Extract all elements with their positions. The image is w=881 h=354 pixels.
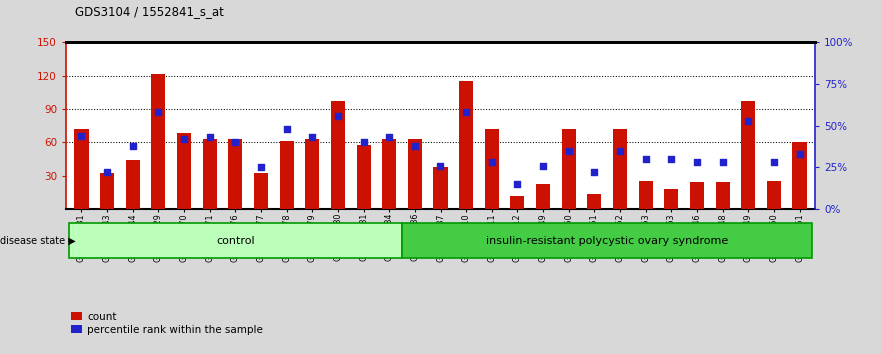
Point [793, 151, 807, 157]
Bar [305, 139, 319, 209]
Bar [562, 129, 576, 209]
Point [639, 156, 653, 162]
Point [510, 181, 524, 187]
Bar [69, 223, 402, 258]
Bar [228, 139, 242, 209]
Point [613, 148, 627, 154]
Point [485, 159, 499, 165]
Text: GDS3104 / 1552841_s_at: GDS3104 / 1552841_s_at [75, 5, 224, 18]
Point [126, 143, 140, 148]
Bar [639, 181, 653, 209]
Bar [152, 74, 166, 209]
Point [562, 148, 576, 154]
Point [433, 163, 448, 169]
Bar [459, 81, 473, 209]
Bar [408, 139, 422, 209]
Bar [715, 182, 729, 209]
Point [459, 109, 473, 115]
Point [74, 133, 88, 138]
Point [305, 135, 319, 140]
Point [715, 159, 729, 165]
Bar [690, 182, 704, 209]
Legend: count, percentile rank within the sample: count, percentile rank within the sample [71, 312, 263, 335]
Point [177, 136, 191, 142]
Bar [331, 101, 345, 209]
Bar [766, 181, 781, 209]
Point [203, 135, 217, 140]
Bar [664, 189, 678, 209]
Bar [510, 195, 524, 209]
Bar [793, 142, 807, 209]
Bar [203, 139, 217, 209]
Point [228, 139, 242, 145]
Point [588, 170, 602, 175]
Text: insulin-resistant polycystic ovary syndrome: insulin-resistant polycystic ovary syndr… [486, 236, 729, 246]
Bar [279, 141, 293, 209]
Point [664, 156, 678, 162]
Point [382, 135, 396, 140]
Bar [100, 173, 115, 209]
Bar [177, 133, 191, 209]
Bar [402, 223, 812, 258]
Bar [613, 129, 627, 209]
Bar [433, 167, 448, 209]
Bar [536, 184, 550, 209]
Point [536, 163, 550, 169]
Point [254, 164, 268, 170]
Bar [126, 160, 140, 209]
Text: control: control [216, 236, 255, 246]
Text: disease state ▶: disease state ▶ [0, 236, 76, 246]
Point [690, 159, 704, 165]
Bar [357, 144, 371, 209]
Point [766, 159, 781, 165]
Point [152, 109, 166, 115]
Bar [741, 101, 755, 209]
Bar [254, 173, 268, 209]
Bar [588, 194, 602, 209]
Bar [485, 129, 499, 209]
Point [279, 126, 293, 132]
Bar [74, 129, 88, 209]
Point [357, 139, 371, 145]
Point [100, 170, 115, 175]
Bar [382, 139, 396, 209]
Point [741, 118, 755, 124]
Point [408, 143, 422, 148]
Point [331, 113, 345, 119]
